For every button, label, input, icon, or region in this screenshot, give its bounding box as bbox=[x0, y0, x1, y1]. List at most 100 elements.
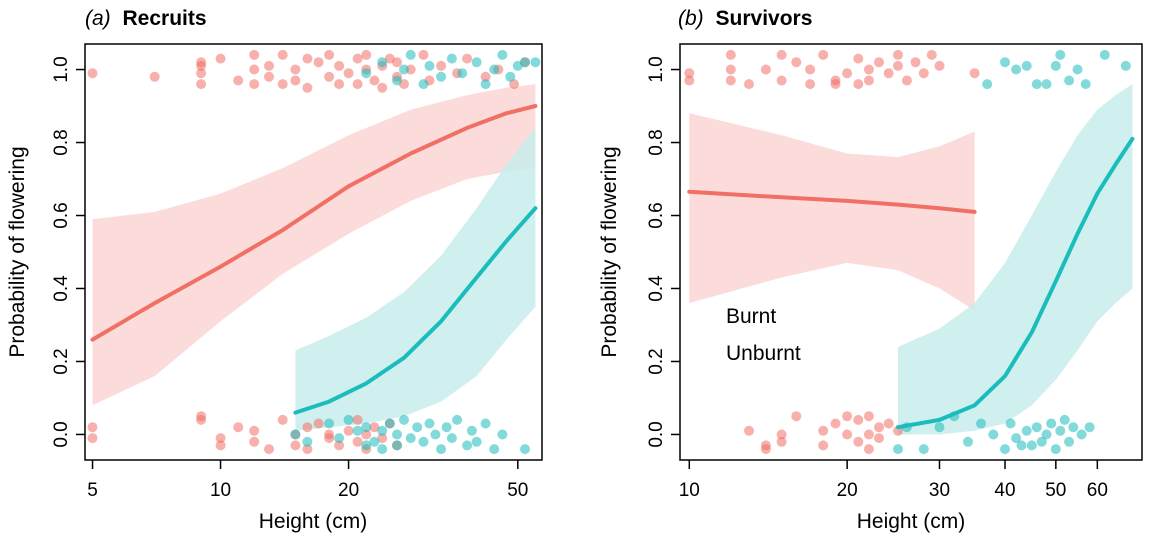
fit-line-burnt bbox=[90, 104, 538, 342]
point-burnt-70 bbox=[369, 422, 380, 433]
panel-a-title-text: Recruits bbox=[123, 7, 207, 30]
point-unburnt-31 bbox=[392, 440, 402, 451]
point-unburnt-7 bbox=[1055, 49, 1066, 60]
point-burnt-33 bbox=[776, 429, 787, 440]
point-unburnt-21 bbox=[1000, 444, 1010, 455]
point-unburnt-15 bbox=[918, 444, 929, 455]
point-unburnt-0 bbox=[361, 68, 372, 79]
point-burnt-67 bbox=[352, 414, 363, 425]
point-unburnt-16 bbox=[520, 57, 530, 68]
point-burnt-24 bbox=[901, 75, 912, 86]
point-burnt-29 bbox=[969, 68, 980, 79]
point-unburnt-32 bbox=[399, 414, 409, 425]
point-burnt-38 bbox=[830, 418, 841, 429]
point-burnt-36 bbox=[818, 425, 829, 436]
point-unburnt-19 bbox=[302, 436, 313, 447]
point-burnt-30 bbox=[744, 425, 754, 436]
point-burnt-43 bbox=[863, 429, 874, 440]
point-unburnt-47 bbox=[497, 429, 508, 440]
panel-recruits: (a) Recruits 5 10 20 50 0.00.20.40.60.81.0 … bbox=[6, 7, 543, 533]
point-burnt-48 bbox=[883, 418, 894, 429]
point-unburnt-17 bbox=[530, 57, 541, 68]
point-unburnt-18 bbox=[963, 436, 973, 447]
legend-background bbox=[708, 299, 836, 371]
data-points-b bbox=[684, 49, 1131, 455]
point-burnt-5 bbox=[744, 79, 754, 90]
point-burnt-21 bbox=[324, 49, 335, 60]
point-unburnt-9 bbox=[457, 68, 468, 79]
data-points-a bbox=[87, 49, 541, 455]
point-burnt-0 bbox=[684, 68, 695, 79]
y-tick-label-0.4: 0.4 bbox=[646, 275, 667, 302]
point-unburnt-18 bbox=[290, 429, 301, 440]
x-tick-label-40: 40 bbox=[994, 480, 1015, 501]
point-burnt-3 bbox=[725, 64, 736, 75]
point-burnt-1 bbox=[149, 71, 160, 82]
point-burnt-22 bbox=[334, 79, 345, 90]
point-unburnt-32 bbox=[1055, 425, 1066, 436]
point-burnt-46 bbox=[874, 422, 884, 433]
point-burnt-53 bbox=[249, 436, 260, 447]
point-burnt-41 bbox=[462, 53, 473, 64]
panel-a-title-prefix: (a) bbox=[85, 7, 111, 30]
y-axis-label-b: Probability of flowering bbox=[598, 146, 621, 357]
point-burnt-34 bbox=[776, 436, 787, 447]
y-tick-label-0.4: 0.4 bbox=[51, 275, 72, 302]
point-burnt-23 bbox=[334, 60, 345, 71]
point-burnt-55 bbox=[264, 444, 274, 455]
y-tick-label-0.6: 0.6 bbox=[646, 202, 667, 228]
point-unburnt-27 bbox=[1031, 422, 1042, 433]
point-unburnt-5 bbox=[418, 79, 429, 90]
point-burnt-20 bbox=[324, 71, 335, 82]
point-burnt-13 bbox=[277, 49, 288, 60]
point-unburnt-25 bbox=[1021, 425, 1032, 436]
panel-survivors: (b) Survivors 10 20 30 40 50 60 0.00.20.40.60… bbox=[598, 7, 1143, 533]
point-unburnt-43 bbox=[466, 425, 477, 436]
point-unburnt-31 bbox=[1050, 444, 1061, 455]
point-unburnt-10 bbox=[471, 57, 482, 68]
point-burnt-7 bbox=[233, 75, 244, 86]
point-burnt-52 bbox=[233, 422, 244, 433]
plot-frame-a bbox=[84, 43, 543, 461]
point-burnt-12 bbox=[264, 60, 274, 71]
x-ticks-b: 10 20 30 40 50 60 bbox=[679, 460, 1108, 501]
point-unburnt-9 bbox=[1072, 64, 1083, 75]
point-unburnt-28 bbox=[377, 444, 388, 455]
point-burnt-16 bbox=[290, 75, 301, 86]
point-unburnt-35 bbox=[418, 436, 429, 447]
point-unburnt-7 bbox=[436, 71, 447, 82]
point-burnt-50 bbox=[215, 433, 226, 444]
point-burnt-40 bbox=[842, 429, 853, 440]
point-unburnt-44 bbox=[471, 436, 482, 447]
point-burnt-28 bbox=[934, 60, 945, 71]
point-unburnt-38 bbox=[436, 444, 447, 455]
point-unburnt-28 bbox=[1036, 436, 1047, 447]
point-unburnt-8 bbox=[446, 53, 457, 64]
point-unburnt-46 bbox=[489, 444, 500, 455]
y-tick-label-0.6: 0.6 bbox=[51, 202, 72, 228]
point-burnt-56 bbox=[277, 414, 288, 425]
point-burnt-63 bbox=[324, 429, 335, 440]
point-unburnt-4 bbox=[1031, 79, 1042, 90]
point-burnt-42 bbox=[853, 414, 864, 425]
fitted-lines-b bbox=[687, 136, 1135, 430]
point-burnt-15 bbox=[290, 64, 301, 75]
point-burnt-60 bbox=[302, 444, 313, 455]
point-burnt-39 bbox=[436, 60, 447, 71]
x-tick-label-10: 10 bbox=[210, 480, 231, 501]
point-unburnt-41 bbox=[452, 414, 463, 425]
point-burnt-18 bbox=[302, 82, 313, 93]
point-burnt-25 bbox=[352, 53, 363, 64]
point-burnt-29 bbox=[369, 75, 380, 86]
point-burnt-17 bbox=[302, 53, 313, 64]
y-axis-label-a: Probability of flowering bbox=[6, 146, 29, 357]
fit-line-unburnt bbox=[896, 136, 1135, 430]
fit-line-unburnt bbox=[293, 206, 538, 415]
point-unburnt-36 bbox=[424, 418, 435, 429]
y-tick-label-0: 0.0 bbox=[51, 421, 72, 447]
legend: Burnt Unburnt bbox=[708, 299, 836, 371]
point-burnt-44 bbox=[863, 444, 874, 455]
x-axis-label-b: Height (cm) bbox=[857, 510, 966, 533]
point-burnt-32 bbox=[760, 440, 771, 451]
